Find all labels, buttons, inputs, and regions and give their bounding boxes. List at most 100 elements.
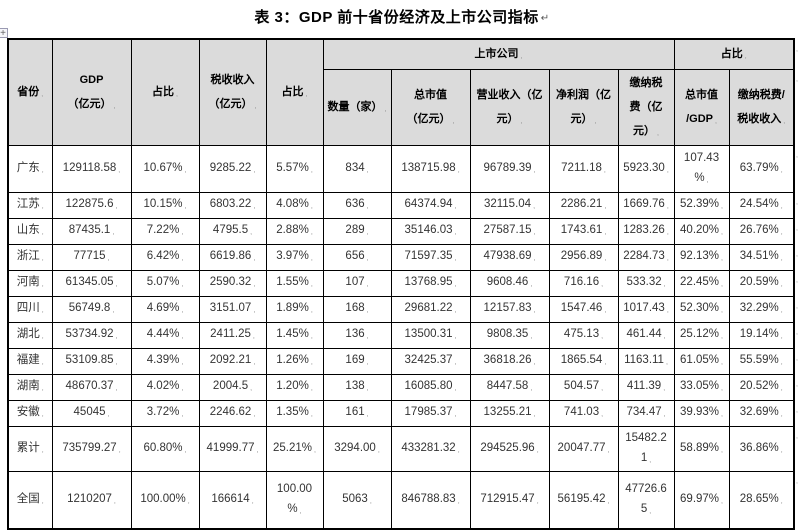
col-header-tax-revenue: 税收收入 （亿元）, — [198, 38, 267, 146]
end-of-cell-mark: , — [366, 229, 369, 237]
end-of-cell-mark: , — [604, 359, 607, 367]
value-cell: 52.30%, — [673, 295, 730, 323]
end-of-cell-mark: , — [181, 229, 184, 237]
province-cell: 湖南, — [7, 373, 53, 401]
value-cell: 9608.46, — [469, 269, 550, 297]
table-row: 全国, 1210207, 100.00%, 166614, 100.00 %, 5063,… — [7, 470, 795, 530]
value-cell: 712915.47, — [469, 470, 550, 530]
gdp-provinces-table: 省份, GDP （亿元）, 占比, 税收收入 （亿元）, 占比, 上市公司, 占… — [7, 38, 796, 530]
value-cell: 52.39%, — [673, 191, 730, 219]
value-cell: 22.45%, — [673, 269, 730, 297]
end-of-cell-mark: , — [663, 385, 666, 393]
end-of-cell-mark: , — [310, 307, 313, 315]
end-of-cell-mark: , — [41, 497, 44, 505]
end-of-cell-mark: , — [366, 359, 369, 367]
end-of-cell-mark: , — [454, 359, 457, 367]
end-of-row-mark: , — [796, 303, 798, 310]
end-of-cell-mark: , — [41, 307, 44, 315]
end-of-cell-mark: , — [601, 385, 604, 393]
end-of-row-mark: , — [796, 407, 798, 414]
end-of-cell-mark: , — [184, 166, 187, 174]
value-cell: 4795.5, — [198, 217, 267, 245]
end-of-cell-mark: , — [536, 497, 539, 505]
end-of-cell-mark: , — [457, 497, 460, 505]
end-of-cell-mark: , — [107, 411, 110, 419]
value-cell: 1.89%, — [265, 295, 324, 323]
value-cell: 9285.22, — [198, 144, 267, 193]
end-of-cell-mark: , — [253, 359, 256, 367]
end-of-row-mark: , — [796, 478, 798, 485]
end-of-cell-mark: , — [604, 203, 607, 211]
value-cell: 4.08%, — [265, 191, 324, 219]
end-of-cell-mark: , — [41, 166, 44, 174]
value-cell: 40.20%, — [673, 217, 730, 245]
end-of-cell-mark: , — [457, 166, 460, 174]
end-of-cell-mark: , — [184, 203, 187, 211]
value-cell: 2004.5, — [198, 373, 267, 401]
value-cell: 100.00 %, — [265, 470, 324, 530]
end-of-cell-mark: , — [454, 255, 457, 263]
value-cell: 656, — [322, 243, 392, 271]
end-of-cell-mark: , — [721, 497, 723, 505]
value-cell: 29681.22, — [390, 295, 471, 323]
end-of-cell-mark: , — [530, 333, 533, 341]
end-of-cell-mark: , — [41, 446, 44, 454]
value-cell: 1865.54, — [548, 347, 619, 375]
value-cell: 2246.62, — [198, 399, 267, 427]
value-cell: 1.55%, — [265, 269, 324, 297]
end-of-cell-mark: , — [721, 229, 723, 237]
end-of-cell-mark: , — [253, 281, 256, 289]
end-of-cell-mark: , — [314, 446, 316, 454]
table-move-handle-icon[interactable]: + — [0, 28, 8, 39]
value-cell: 32115.04, — [469, 191, 550, 219]
value-cell: 64374.94, — [390, 191, 471, 219]
header-sub-row: 数量（家）, 总市值 （亿元）, 营业收入（亿 元）, 净利润（亿 元）, 缴纳… — [8, 68, 795, 146]
value-cell: 3.72%, — [130, 399, 200, 427]
value-cell: 19.14%, — [728, 321, 795, 349]
end-of-cell-mark: , — [184, 446, 187, 454]
value-cell: 1.35%, — [265, 399, 324, 427]
end-of-cell-mark: , — [366, 333, 369, 341]
value-cell: 87435.1, — [51, 217, 132, 245]
value-cell: 636, — [322, 191, 392, 219]
col-header-taxes-paid: 缴纳税 费（亿 元）, — [617, 68, 675, 146]
value-cell: 2956.89, — [548, 243, 619, 271]
value-cell: 168, — [322, 295, 392, 323]
end-of-cell-mark: , — [366, 255, 369, 263]
end-of-cell-mark: , — [533, 411, 536, 419]
table-row: 湖北, 53734.92, 4.44%, 2411.25, 1.45%, 136, 1350… — [7, 321, 795, 349]
value-cell: 32.29%, — [728, 295, 795, 323]
value-cell: 5063, — [322, 470, 392, 530]
province-cell: 全国, — [7, 470, 53, 530]
table-row: 湖南, 48670.37, 4.02%, 2004.5, 1.20%, 138, 16085… — [7, 373, 795, 401]
value-cell: 61345.05, — [51, 269, 132, 297]
value-cell: 53109.85, — [51, 347, 132, 375]
value-cell: 47938.69, — [469, 243, 550, 271]
end-of-cell-mark: , — [454, 203, 457, 211]
end-of-cell-mark: , — [601, 281, 604, 289]
group-header-share: 占比, — [673, 38, 795, 70]
end-of-cell-mark: , — [369, 497, 372, 505]
value-cell: 100.00%, — [130, 470, 200, 530]
end-of-row-mark: , — [796, 152, 798, 159]
value-cell: 461.44, — [617, 321, 675, 349]
value-cell: 55.59%, — [728, 347, 795, 375]
value-cell: 2590.32, — [198, 269, 267, 297]
value-cell: 13500.31, — [390, 321, 471, 349]
end-of-cell-mark: , — [253, 255, 256, 263]
end-of-cell-mark: , — [714, 118, 717, 125]
end-of-cell-mark: , — [377, 446, 380, 454]
value-cell: 1.26%, — [265, 347, 324, 375]
value-cell: 5923.30, — [617, 144, 675, 193]
end-of-cell-mark: , — [310, 281, 313, 289]
end-of-cell-mark: , — [780, 229, 783, 237]
province-cell: 江苏, — [7, 191, 53, 219]
end-of-cell-mark: , — [253, 166, 256, 174]
value-cell: 504.57, — [548, 373, 619, 401]
value-cell: 96789.39, — [469, 144, 550, 193]
end-of-row-mark: , — [796, 46, 798, 53]
end-of-cell-mark: , — [780, 166, 783, 174]
end-of-cell-mark: , — [305, 91, 308, 99]
end-of-cell-mark: , — [366, 166, 369, 174]
